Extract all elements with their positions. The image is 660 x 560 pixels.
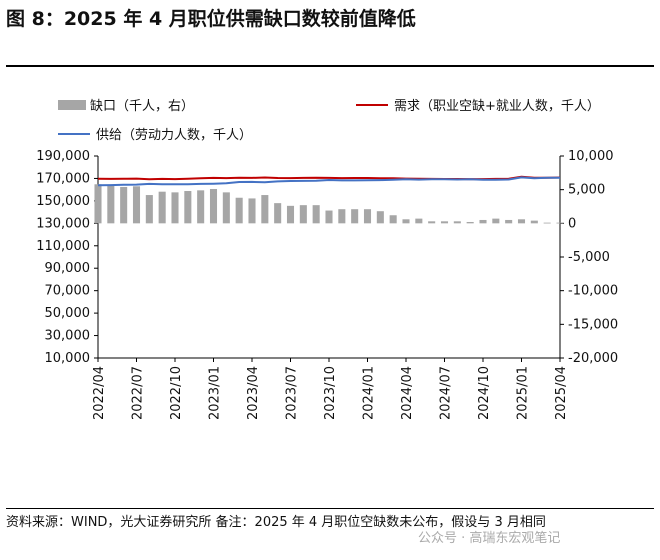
title-divider (6, 65, 654, 67)
x-tick-label: 2023/04 (246, 366, 261, 420)
chart-title: 图 8：2025 年 4 月职位供需缺口数较前值降低 (6, 8, 416, 30)
left-tick-label: 90,000 (45, 261, 91, 276)
gap-bar (363, 209, 372, 224)
gap-bar (120, 186, 128, 224)
x-tick-label: 2022/10 (169, 366, 184, 420)
left-tick-label: 130,000 (36, 216, 90, 231)
gap-bar (376, 211, 384, 224)
legend-supply-label: 供给（劳动力人数，千人） (96, 128, 253, 143)
gap-bar (158, 191, 166, 224)
gap-bar (197, 190, 205, 224)
right-tick-label: -20,000 (568, 351, 618, 366)
legend-gap: 缺口（千人，右） (58, 95, 194, 114)
x-tick-label: 2025/01 (516, 366, 531, 420)
gap-bar (261, 195, 269, 224)
supply-line (97, 176, 561, 187)
legend-demand-label: 需求（职业空缺+就业人数，千人） (394, 99, 600, 114)
gap-bar (184, 191, 192, 224)
x-tick-label: 2024/10 (477, 366, 492, 420)
gap-bar (132, 186, 141, 224)
footer-divider (6, 508, 654, 509)
gap-bar (492, 218, 500, 224)
gap-bar (453, 221, 461, 224)
x-tick-label: 2024/01 (362, 366, 377, 420)
x-tick-label: 2023/01 (208, 366, 223, 420)
gap-bar (505, 219, 513, 224)
series-lines (97, 175, 561, 187)
right-tick-label: -10,000 (568, 284, 618, 299)
x-tick-label: 2023/07 (285, 366, 300, 420)
left-tick-label: 70,000 (45, 284, 91, 299)
left-tick-label: 170,000 (36, 171, 90, 186)
left-tick-label: 110,000 (36, 239, 90, 254)
left-tick-label: 150,000 (36, 194, 90, 209)
gap-bar (479, 219, 487, 224)
left-tick-label: 190,000 (36, 149, 90, 164)
x-tick-label: 2024/07 (439, 366, 454, 420)
x-tick-label: 2023/10 (323, 366, 338, 420)
source-note: 资料来源：WIND，光大证券研究所 备注：2025 年 4 月职位空缺数未公布，… (6, 515, 546, 530)
gap-bar (145, 195, 153, 224)
gap-bar (248, 198, 256, 224)
legend-gap-label: 缺口（千人，右） (90, 99, 195, 114)
gap-bar (171, 192, 179, 224)
x-tick-label: 2022/07 (131, 366, 146, 420)
legend-supply: 供给（劳动力人数，千人） (58, 124, 252, 143)
axes: 10,000 30,000 50,000 70,000 90,000 110,000 130… (36, 149, 618, 420)
right-tick-label: -5,000 (568, 250, 610, 265)
right-tick-label: 0 (568, 216, 576, 231)
x-tick-label: 2022/04 (92, 366, 107, 420)
gap-bars (94, 184, 564, 224)
left-tick-label: 50,000 (45, 306, 91, 321)
gap-bar (543, 222, 551, 224)
gap-bar (556, 222, 564, 224)
gap-bar (94, 184, 102, 224)
gap-bar (312, 205, 320, 224)
legend-demand: 需求（职业空缺+就业人数，千人） (356, 95, 600, 114)
right-tick-label: -15,000 (568, 317, 618, 332)
left-tick-label: 10,000 (45, 351, 91, 366)
gap-bar (299, 205, 307, 224)
legend-gap-swatch (58, 99, 86, 110)
gap-bar (402, 219, 410, 224)
gap-bar (389, 215, 397, 224)
gap-bar (325, 210, 333, 224)
legend-demand-swatch (356, 103, 388, 106)
right-tick-label: 10,000 (568, 149, 614, 164)
x-tick-label: 2024/04 (400, 366, 415, 420)
watermark-text: 公众号 · 高瑞东宏观笔记 (418, 531, 561, 546)
gap-bar (209, 188, 218, 224)
chart-svg: 10,000 30,000 50,000 70,000 90,000 110,000 130… (36, 149, 618, 420)
gap-bar (415, 218, 423, 224)
gap-bar (274, 203, 282, 224)
gap-bar (338, 209, 346, 224)
gap-bar (517, 219, 526, 224)
gap-bar (530, 220, 538, 224)
gap-bar (107, 185, 115, 224)
gap-bar (235, 197, 243, 224)
left-tick-label: 30,000 (45, 329, 91, 344)
x-tick-label: 2025/04 (554, 366, 569, 420)
gap-bar (466, 221, 474, 224)
gap-bar (286, 205, 295, 224)
gap-bar (428, 221, 436, 224)
right-tick-label: 5,000 (568, 183, 605, 198)
gap-bar (440, 221, 449, 224)
legend-supply-swatch (58, 132, 90, 135)
gap-bar (222, 192, 230, 224)
gap-bar (351, 209, 359, 224)
